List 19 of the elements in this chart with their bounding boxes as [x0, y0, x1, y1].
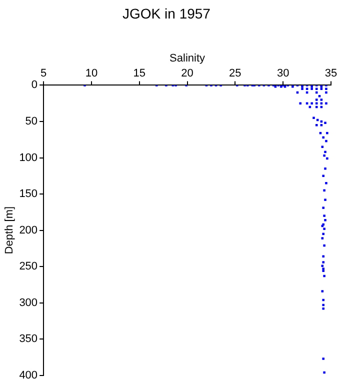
x-tick-label: 10 [85, 68, 98, 80]
x-tick-label: 5 [40, 68, 47, 80]
y-tick-label: 150 [19, 188, 38, 200]
x-axis-title: Salinity [170, 52, 206, 64]
y-tick-label: 300 [19, 296, 38, 309]
x-tick-label: 35 [324, 68, 338, 80]
y-tick-label: 100 [19, 152, 38, 164]
x-tick-label: 20 [181, 68, 194, 80]
y-tick-label: 400 [19, 369, 38, 382]
chart-title: JGOK in 1957 [122, 5, 211, 22]
y-tick-label: 250 [19, 260, 38, 273]
y-axis-title: Depth [m] [4, 206, 16, 254]
y-tick-label: 350 [19, 333, 38, 346]
x-tick-label: 25 [229, 68, 242, 80]
y-tick-label: 50 [25, 116, 38, 128]
y-tick-label: 0 [31, 79, 38, 92]
y-tick-label: 200 [19, 224, 38, 236]
x-tick-label: 15 [133, 68, 146, 80]
x-tick-label: 30 [276, 68, 290, 80]
